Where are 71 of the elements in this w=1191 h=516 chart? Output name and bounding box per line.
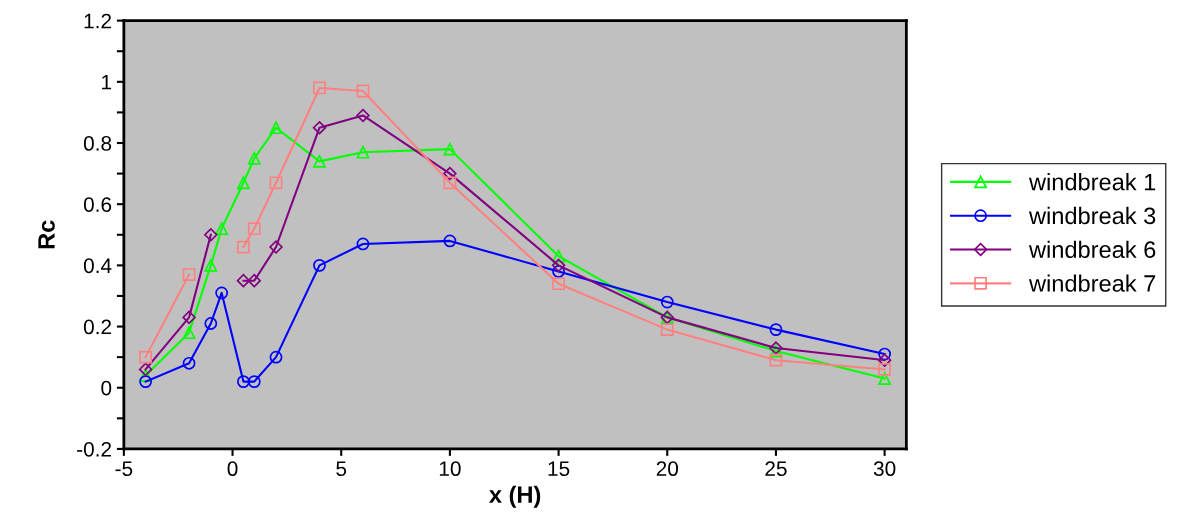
point xyxy=(313,154,326,168)
point xyxy=(313,258,326,272)
point xyxy=(182,356,196,370)
point xyxy=(139,375,152,389)
y-tick-label: 1 xyxy=(102,75,112,90)
point xyxy=(269,121,283,135)
point xyxy=(356,108,370,123)
point xyxy=(269,176,283,190)
y-tick-label: 0.8 xyxy=(83,136,112,151)
point xyxy=(204,258,218,272)
point xyxy=(215,222,229,236)
point xyxy=(247,273,262,288)
point xyxy=(552,265,565,278)
point xyxy=(182,310,196,325)
point xyxy=(204,228,218,242)
point xyxy=(139,369,152,382)
point xyxy=(269,350,283,364)
point xyxy=(443,176,457,190)
x-tick-label: 15 xyxy=(548,461,570,477)
point xyxy=(356,145,370,159)
x-axis-title: x (H) xyxy=(489,485,541,508)
point xyxy=(182,326,196,340)
point xyxy=(204,317,218,330)
point xyxy=(237,375,250,389)
y-axis-title: Rc xyxy=(38,220,55,249)
point xyxy=(237,240,250,254)
point xyxy=(660,295,674,309)
x-tick-label: -5 xyxy=(115,461,133,477)
point xyxy=(660,323,674,337)
point xyxy=(443,166,457,181)
point xyxy=(877,353,892,367)
x-tick-label: 0 xyxy=(227,461,238,477)
point xyxy=(878,372,892,385)
y-tick-label: 0.2 xyxy=(83,319,112,335)
point xyxy=(215,286,229,300)
point xyxy=(551,258,566,273)
point xyxy=(247,151,261,165)
legend-label: windbreak 6 xyxy=(1028,240,1156,259)
legend-label: windbreak 7 xyxy=(1028,274,1156,292)
point xyxy=(312,120,327,135)
point xyxy=(443,234,457,248)
point xyxy=(356,84,370,98)
point xyxy=(356,237,370,251)
y-tick-label: 0.4 xyxy=(83,258,112,274)
point xyxy=(247,222,261,236)
point xyxy=(552,249,565,263)
x-tick-label: 25 xyxy=(765,461,787,477)
point xyxy=(552,277,565,291)
y-tick-label: 0 xyxy=(101,380,112,396)
x-tick-label: 30 xyxy=(873,461,896,477)
y-tick-label: -0.2 xyxy=(77,441,112,457)
legend-label: windbreak 1 xyxy=(1028,173,1156,191)
point xyxy=(878,362,892,376)
point xyxy=(237,176,250,190)
point xyxy=(236,273,251,288)
point xyxy=(139,350,152,364)
point xyxy=(769,323,783,337)
x-tick-label: 20 xyxy=(656,461,679,477)
point xyxy=(182,268,196,281)
point xyxy=(443,142,457,156)
point xyxy=(138,362,153,377)
x-tick-label: 10 xyxy=(439,461,461,477)
point xyxy=(769,353,783,367)
point xyxy=(269,240,283,254)
point xyxy=(878,347,892,361)
point xyxy=(313,81,326,95)
point xyxy=(247,375,261,389)
legend-label: windbreak 3 xyxy=(1028,206,1156,225)
x-tick-label: 5 xyxy=(336,461,347,477)
y-tick-label: 0.6 xyxy=(83,197,112,212)
y-tick-label: 1.2 xyxy=(84,13,112,29)
